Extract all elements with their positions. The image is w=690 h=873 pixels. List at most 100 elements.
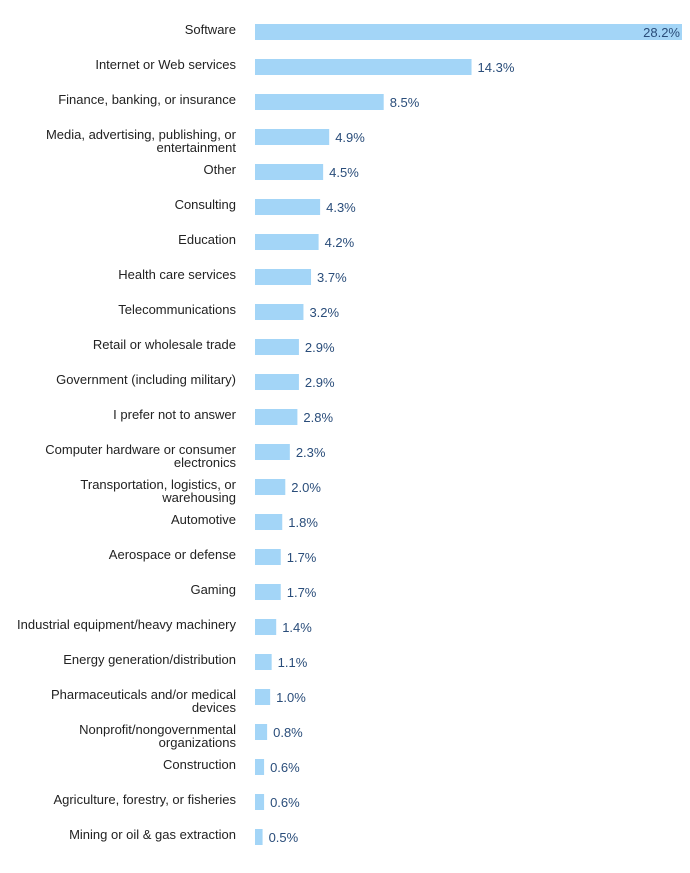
category-label: Computer hardware or consumer electronics — [45, 442, 236, 470]
bar — [255, 59, 472, 75]
value-label: 1.8% — [288, 515, 318, 530]
category-label: Energy generation/distribution — [63, 652, 236, 667]
bar — [255, 24, 682, 40]
category-label: Mining or oil & gas extraction — [69, 827, 236, 842]
category-label-line: organizations — [159, 735, 237, 750]
value-label: 8.5% — [390, 95, 420, 110]
value-label: 1.7% — [287, 585, 317, 600]
category-label-line: warehousing — [161, 490, 236, 505]
category-label-line: Mining or oil & gas extraction — [69, 827, 236, 842]
bar — [255, 269, 312, 285]
category-label: Industrial equipment/heavy machinery — [17, 617, 236, 632]
category-label: Aerospace or defense — [109, 547, 236, 562]
category-label: Telecommunications — [118, 302, 236, 317]
value-label: 2.9% — [305, 375, 335, 390]
bar — [255, 759, 265, 775]
category-label: Automotive — [171, 512, 236, 527]
category-label-line: Government (including military) — [56, 372, 236, 387]
category-label: Agriculture, forestry, or fisheries — [53, 792, 236, 807]
category-label-line: Software — [185, 22, 236, 37]
bar — [255, 619, 277, 635]
category-label: Gaming — [190, 582, 236, 597]
value-label: 1.0% — [276, 690, 306, 705]
category-label: Construction — [163, 757, 236, 772]
category-label-line: Computer hardware or consumer — [45, 442, 236, 457]
bar — [255, 689, 271, 705]
category-label-line: Construction — [163, 757, 236, 772]
category-label: Health care services — [118, 267, 236, 282]
category-label-line: Education — [178, 232, 236, 247]
category-label-line: devices — [192, 700, 237, 715]
value-label: 2.9% — [305, 340, 335, 355]
plot-area: Software 28.2% Internet or Web services 14.… — [17, 22, 682, 845]
value-label: 0.8% — [273, 725, 303, 740]
value-label: 3.2% — [309, 305, 339, 320]
category-label: I prefer not to answer — [113, 407, 237, 422]
category-label: Transportation, logistics, or warehousing — [80, 477, 236, 505]
category-label-line: Other — [203, 162, 236, 177]
category-label: Education — [178, 232, 236, 247]
category-label-line: Agriculture, forestry, or fisheries — [53, 792, 236, 807]
category-label-line: Pharmaceuticals and/or medical — [51, 687, 236, 702]
bar — [255, 199, 321, 215]
value-label: 4.5% — [329, 165, 359, 180]
category-label-line: Finance, banking, or insurance — [58, 92, 236, 107]
category-label: Other — [203, 162, 236, 177]
value-label: 1.1% — [278, 655, 308, 670]
category-label-line: Energy generation/distribution — [63, 652, 236, 667]
bar — [255, 584, 281, 600]
category-label-line: Gaming — [190, 582, 236, 597]
category-label: Retail or wholesale trade — [93, 337, 236, 352]
category-label-line: Health care services — [118, 267, 236, 282]
value-label: 14.3% — [478, 60, 515, 75]
category-label-line: Retail or wholesale trade — [93, 337, 236, 352]
category-label-line: Industrial equipment/heavy machinery — [17, 617, 236, 632]
category-label: Media, advertising, publishing, or entert… — [46, 127, 237, 155]
bar — [255, 829, 263, 845]
bar — [255, 94, 384, 110]
value-label: 2.8% — [303, 410, 333, 425]
category-label-line: Internet or Web services — [95, 57, 236, 72]
bar — [255, 374, 299, 390]
bar — [255, 304, 304, 320]
bar — [255, 339, 299, 355]
category-label-line: Aerospace or defense — [109, 547, 236, 562]
category-label-line: Automotive — [171, 512, 236, 527]
bar — [255, 724, 268, 740]
category-label-line: Consulting — [175, 197, 236, 212]
bar — [255, 514, 283, 530]
category-label: Government (including military) — [56, 372, 236, 387]
category-label-line: I prefer not to answer — [113, 407, 237, 422]
value-label: 4.3% — [326, 200, 356, 215]
bar — [255, 234, 319, 250]
category-label: Software — [185, 22, 236, 37]
bar — [255, 549, 281, 565]
value-label: 2.3% — [296, 445, 326, 460]
category-label-line: electronics — [174, 455, 237, 470]
category-label-line: Media, advertising, publishing, or — [46, 127, 237, 142]
category-label: Internet or Web services — [95, 57, 236, 72]
value-label: 4.9% — [335, 130, 365, 145]
category-label-line: entertainment — [157, 140, 237, 155]
value-label: 3.7% — [317, 270, 347, 285]
category-label-line: Telecommunications — [118, 302, 236, 317]
value-label: 2.0% — [291, 480, 321, 495]
category-label: Finance, banking, or insurance — [58, 92, 236, 107]
bar — [255, 409, 298, 425]
value-label: 0.6% — [270, 795, 300, 810]
value-label: 0.5% — [269, 830, 299, 845]
category-label: Nonprofit/nongovernmental organizations — [79, 722, 236, 750]
value-label: 1.4% — [282, 620, 312, 635]
bar — [255, 444, 290, 460]
category-label-line: Nonprofit/nongovernmental — [79, 722, 236, 737]
bar — [255, 479, 286, 495]
bar — [255, 794, 265, 810]
bar — [255, 164, 324, 180]
value-label: 0.6% — [270, 760, 300, 775]
value-label: 4.2% — [325, 235, 355, 250]
bar — [255, 654, 272, 670]
category-label: Consulting — [175, 197, 236, 212]
bar — [255, 129, 330, 145]
category-label-line: Transportation, logistics, or — [80, 477, 236, 492]
